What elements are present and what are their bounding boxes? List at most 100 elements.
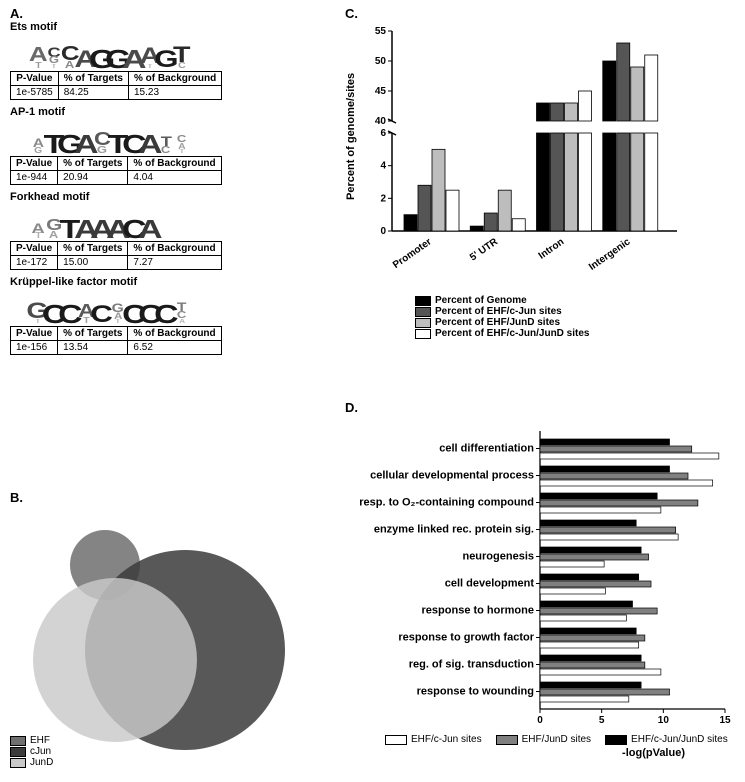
col-pvalue: P-Value: [11, 157, 58, 171]
motif-block: Krüppel-like factor motif GTCCATCGATCCCTC…: [10, 276, 310, 355]
col-background: % of Background: [128, 72, 221, 86]
venn-legend: EHFcJunJunD: [10, 735, 53, 768]
motif-title: Krüppel-like factor motif: [10, 276, 310, 288]
panel-d-legend: EHF/c-Jun sites EHF/JunD sites EHF/c-Jun/J…: [385, 734, 735, 745]
panel-b: B. EHFcJunJunD: [10, 490, 310, 768]
legend-label: Percent of EHF/c-Jun/JunD sites: [435, 328, 589, 339]
motif-block: Ets motifATCGTCAAGGAATGTCP-Value% of Tar…: [10, 21, 310, 100]
svg-text:15: 15: [719, 715, 731, 725]
legend-label: EHF/c-Jun sites: [411, 734, 482, 745]
svg-text:reg. of sig. transduction: reg. of sig. transduction: [409, 659, 535, 671]
svg-text:neurogenesis: neurogenesis: [462, 551, 534, 563]
motif-stats-table: P-Value% of Targets% of Background 1e-944…: [10, 156, 222, 185]
svg-text:0: 0: [380, 226, 386, 237]
motif-block: AP-1 motifAGTGACGTCATCCATP-Value% of Tar…: [10, 106, 310, 185]
cell-targets: 84.25: [58, 86, 128, 100]
venn-legend-item: EHF: [10, 735, 53, 746]
svg-text:5' UTR: 5' UTR: [468, 236, 501, 263]
legend-label: Percent of EHF/JunD sites: [435, 317, 560, 328]
venn-diagram: [10, 505, 300, 765]
col-targets: % of Targets: [58, 327, 128, 341]
col-pvalue: P-Value: [11, 327, 58, 341]
motif-stats-table: P-Value% of Targets% of Background 1e-578…: [10, 71, 222, 100]
cell-targets: 15.00: [58, 256, 128, 270]
col-background: % of Background: [128, 157, 221, 171]
legend-label: JunD: [30, 757, 53, 768]
sequence-logo: AGTGACGTCATCCAT: [10, 120, 310, 154]
panel-c-legend-item: Percent of EHF/c-Jun sites: [415, 306, 735, 317]
cell-pvalue: 1e-944: [11, 171, 58, 185]
panel-c-label: C.: [345, 6, 735, 21]
col-targets: % of Targets: [58, 242, 128, 256]
motif-title: Ets motif: [10, 21, 310, 33]
panel-d-legend-item: EHF/JunD sites: [496, 734, 591, 745]
panel-d-label: D.: [345, 400, 735, 415]
panel-c-legend-item: Percent of EHF/c-Jun/JunD sites: [415, 328, 735, 339]
panel-c-ylabel: Percent of genome/sites: [345, 21, 357, 251]
col-background: % of Background: [128, 242, 221, 256]
svg-text:4: 4: [380, 161, 386, 172]
svg-text:40: 40: [375, 116, 387, 127]
col-pvalue: P-Value: [11, 242, 58, 256]
legend-label: EHF/c-Jun/JunD sites: [631, 734, 728, 745]
panel-d-legend-item: EHF/c-Jun/JunD sites: [605, 734, 728, 745]
cell-pvalue: 1e-156: [11, 341, 58, 355]
sequence-logo: GTCCATCGATCCCTCA: [10, 290, 310, 324]
legend-label: Percent of Genome: [435, 295, 527, 306]
cell-background: 7.27: [128, 256, 221, 270]
motif-block: Forkhead motifATGATAAACAP-Value% of Targ…: [10, 191, 310, 270]
col-background: % of Background: [128, 327, 221, 341]
svg-text:50: 50: [375, 56, 387, 67]
legend-label: EHF: [30, 735, 50, 746]
col-targets: % of Targets: [58, 72, 128, 86]
panel-b-label: B.: [10, 490, 310, 505]
svg-text:response to wounding: response to wounding: [417, 686, 534, 698]
svg-text:cell differentiation: cell differentiation: [439, 443, 534, 455]
cell-targets: 20.94: [58, 171, 128, 185]
svg-text:response to growth factor: response to growth factor: [398, 632, 534, 644]
cell-background: 15.23: [128, 86, 221, 100]
col-pvalue: P-Value: [11, 72, 59, 86]
svg-text:cell development: cell development: [445, 578, 535, 590]
svg-text:response to hormone: response to hormone: [422, 605, 534, 617]
legend-label: EHF/JunD sites: [522, 734, 591, 745]
motif-title: AP-1 motif: [10, 106, 310, 118]
legend-label: Percent of EHF/c-Jun sites: [435, 306, 562, 317]
venn-legend-item: JunD: [10, 757, 53, 768]
legend-label: cJun: [30, 746, 51, 757]
panel-c-chart: 404550550246Promoter5' UTRIntronIntergen…: [357, 21, 687, 291]
svg-text:resp. to O₂-containing compoun: resp. to O₂-containing compound: [359, 497, 534, 509]
venn-legend-item: cJun: [10, 746, 53, 757]
panel-d-legend-item: EHF/c-Jun sites: [385, 734, 482, 745]
panel-d-xlabel: -log(pValue): [345, 747, 685, 759]
panel-c-legend-item: Percent of EHF/JunD sites: [415, 317, 735, 328]
svg-text:55: 55: [375, 26, 387, 37]
panel-d-chart: 0 5 10 15 cell differentiation cellular devel…: [345, 415, 735, 725]
svg-text:45: 45: [375, 86, 387, 97]
panel-c: C. Percent of genome/sites 40 45 50 55 0 2 4 6 P…: [345, 6, 735, 386]
panel-c-legend-item: Percent of Genome: [415, 295, 735, 306]
svg-text:10: 10: [658, 715, 670, 725]
svg-text:Promoter: Promoter: [391, 236, 434, 271]
svg-text:cellular developmental process: cellular developmental process: [370, 470, 534, 482]
sequence-logo: ATGATAAACA: [10, 205, 310, 239]
motif-stats-table: P-Value% of Targets% of Background 1e-172…: [10, 241, 222, 270]
cell-pvalue: 1e-172: [11, 256, 58, 270]
cell-pvalue: 1e-5785: [11, 86, 59, 100]
panel-a-label: A.: [10, 6, 310, 21]
panel-c-legend: Percent of GenomePercent of EHF/c-Jun si…: [415, 295, 735, 339]
svg-text:6: 6: [380, 128, 386, 139]
svg-text:enzyme linked rec. protein sig: enzyme linked rec. protein sig.: [374, 524, 534, 536]
svg-text:0: 0: [537, 715, 543, 725]
motif-title: Forkhead motif: [10, 191, 310, 203]
panel-d: D. 0 5 10 15 cell differentiation cellular de…: [345, 400, 735, 759]
svg-text:Intergenic: Intergenic: [587, 236, 633, 273]
col-targets: % of Targets: [58, 157, 128, 171]
svg-text:5: 5: [599, 715, 605, 725]
cell-background: 6.52: [128, 341, 221, 355]
svg-text:2: 2: [380, 193, 386, 204]
panel-a: A. Ets motifATCGTCAAGGAATGTCP-Value% of …: [10, 6, 310, 361]
motif-stats-table: P-Value% of Targets% of Background 1e-156…: [10, 326, 222, 355]
sequence-logo: ATCGTCAAGGAATGTC: [10, 35, 310, 69]
cell-targets: 13.54: [58, 341, 128, 355]
